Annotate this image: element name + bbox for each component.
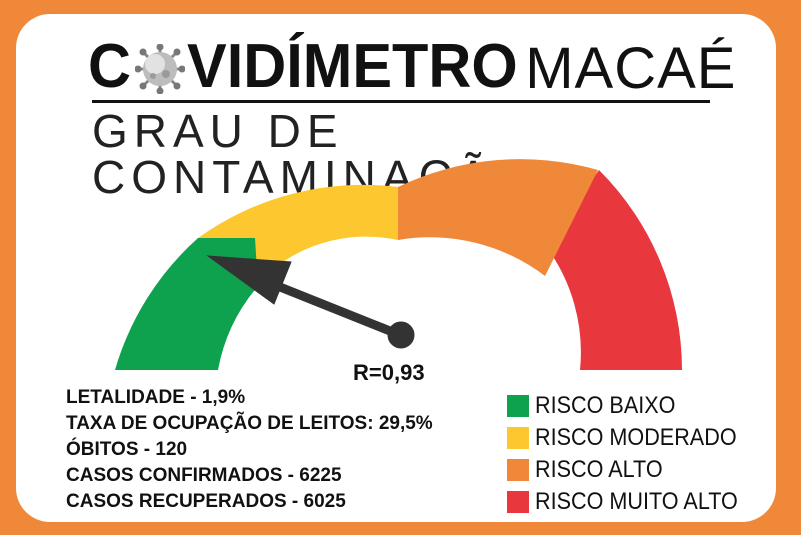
- gauge-needle: [206, 255, 415, 349]
- page-title: C VIDÍMETRO MACAÉ: [88, 36, 737, 98]
- stat-letalidade: LETALIDADE - 1,9%: [66, 387, 246, 408]
- title-part-1: C: [88, 32, 131, 101]
- legend-item-baixo: RISCO BAIXO: [507, 390, 760, 422]
- stats-list: LETALIDADE - 1,9% TAXA DE OCUPAÇÃO DE LE…: [66, 385, 433, 515]
- title-part-2: VIDÍMETRO: [186, 32, 518, 101]
- gauge-segment-low: [115, 238, 258, 370]
- legend-label: RISCO BAIXO: [535, 392, 676, 419]
- title-part-3: MACAÉ: [525, 36, 737, 101]
- stat-casos-confirmados: CASOS CONFIRMADOS - 6225: [66, 465, 342, 486]
- legend-swatch-red: [507, 491, 529, 513]
- legend-item-alto: RISCO ALTO: [507, 454, 760, 486]
- reading-value: R=0,93: [353, 360, 425, 385]
- legend-label: RISCO ALTO: [535, 456, 663, 483]
- gauge-segment-very-high: [545, 170, 682, 370]
- virus-icon: [134, 43, 186, 95]
- legend-label: RISCO MUITO ALTO: [535, 488, 738, 515]
- legend-item-moderado: RISCO MODERADO: [507, 422, 760, 454]
- legend-label: RISCO MODERADO: [535, 424, 737, 451]
- stat-obitos: ÓBITOS - 120: [66, 439, 188, 460]
- risk-legend: RISCO BAIXO RISCO MODERADO RISCO ALTO RI…: [507, 390, 760, 518]
- legend-item-muito-alto: RISCO MUITO ALTO: [507, 486, 760, 518]
- legend-swatch-orange: [507, 459, 529, 481]
- gauge-segment-high: [398, 159, 598, 276]
- stat-casos-recuperados: CASOS RECUPERADOS - 6025: [66, 491, 346, 512]
- legend-swatch-green: [507, 395, 529, 417]
- legend-swatch-yellow: [507, 427, 529, 449]
- title-divider: [92, 100, 710, 103]
- stat-ocupacao-leitos: TAXA DE OCUPAÇÃO DE LEITOS: 29,5%: [66, 413, 433, 434]
